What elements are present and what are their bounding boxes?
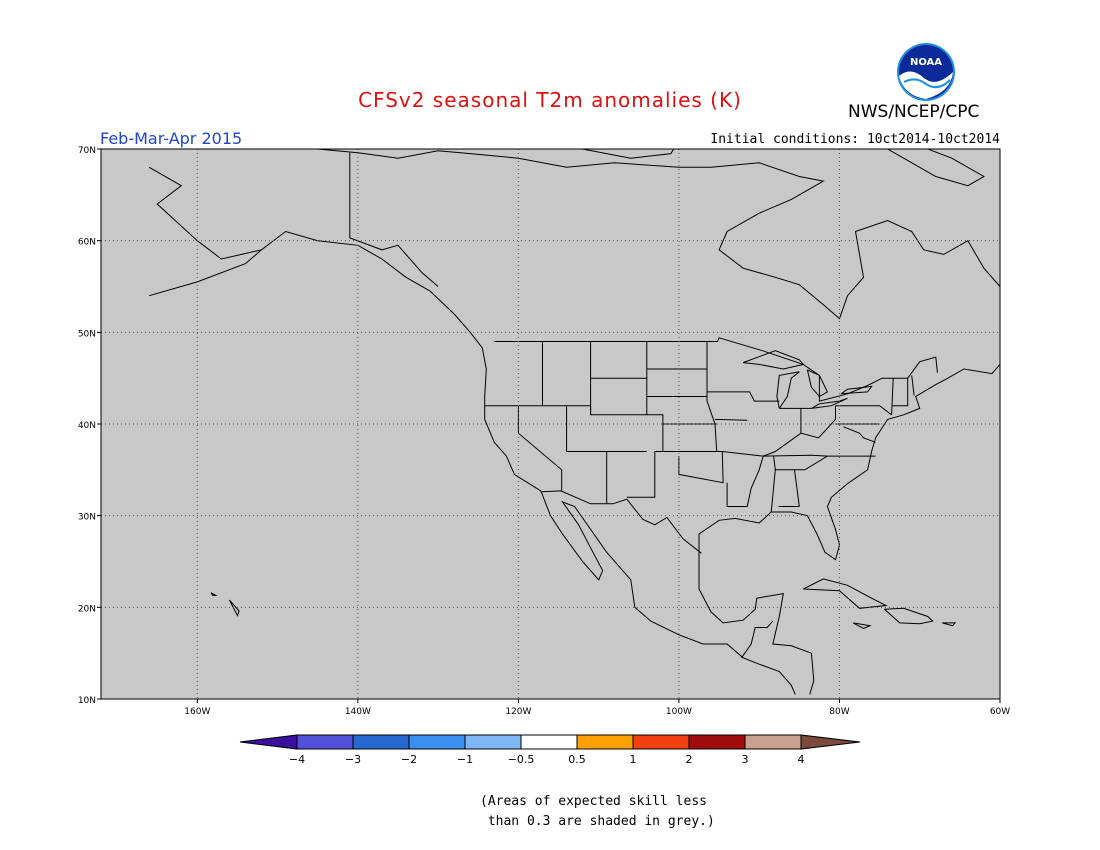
- colorbar-swatch: [296, 734, 354, 750]
- latitude-label: 10N: [78, 696, 96, 706]
- coast-line: [741, 620, 774, 659]
- colorbar-swatch: [688, 734, 746, 750]
- latitude-label: 70N: [78, 146, 96, 156]
- initial-conditions: Initial conditions: 10ct2014-10ct2014: [710, 132, 1000, 147]
- colorbar-swatch: [576, 734, 634, 750]
- colorbar-arrow-right: [800, 734, 861, 750]
- colorbar-swatch: [352, 734, 410, 750]
- coast-line: [776, 371, 800, 409]
- latitude-labels: 70N 60N 50N 40N 30N 20N 10N: [78, 146, 101, 706]
- footnote: (Areas of expected skill less than 0.3 a…: [480, 794, 715, 829]
- coast-line: [349, 152, 439, 287]
- colorbar-swatch: [744, 734, 802, 750]
- colorbar-label: −3: [345, 753, 361, 766]
- longitude-label: 120W: [505, 707, 531, 717]
- longitude-label: 160W: [184, 707, 210, 717]
- coast-line: [662, 451, 724, 484]
- colorbar-label: −4: [289, 753, 305, 766]
- logo-text: NOAA: [910, 57, 942, 68]
- coast-line: [891, 378, 909, 407]
- coast-line: [763, 454, 828, 457]
- coast-line: [803, 578, 888, 609]
- colorbar-swatch: [520, 734, 578, 750]
- colorbar-swatch: [632, 734, 690, 750]
- coast-line: [181, 149, 825, 251]
- colorbar-arrow-left: [239, 734, 298, 750]
- coast-line: [775, 455, 876, 471]
- coast-line: [566, 405, 608, 504]
- colorbar-label: 0.5: [568, 753, 586, 766]
- colorbar: −4 −3 −2 −1 −0.5 0.5 1 2 3 4: [239, 734, 861, 766]
- longitude-label: 60W: [990, 707, 1010, 717]
- longitude-label: 140W: [345, 707, 371, 717]
- coast-line: [800, 407, 812, 434]
- coast-line: [698, 552, 815, 695]
- chart-title: CFSv2 seasonal T2m anomalies (K): [358, 88, 742, 112]
- coast-line: [707, 391, 780, 402]
- colorbar-label: 3: [742, 753, 749, 766]
- noaa-logo: NOAA: [896, 42, 956, 102]
- coast-line: [540, 490, 796, 695]
- coast-line: [706, 341, 718, 452]
- coast-line: [494, 337, 938, 402]
- coast-line: [886, 149, 985, 187]
- colorbar-label: 1: [630, 753, 637, 766]
- coast-line: [718, 219, 1000, 320]
- colorbar-label: 2: [686, 753, 693, 766]
- coast-line: [891, 378, 894, 415]
- coast-line: [942, 622, 957, 627]
- forecast-period: Feb-Mar-Apr 2015: [100, 129, 243, 148]
- latitude-label: 40N: [78, 421, 96, 431]
- coast-line: [210, 592, 218, 596]
- coast-line: [843, 426, 876, 443]
- coast-line: [840, 385, 873, 395]
- colorbar-swatch: [408, 734, 466, 750]
- coast-line: [714, 418, 748, 421]
- longitude-label: 80W: [829, 707, 849, 717]
- coast-line: [763, 405, 836, 457]
- longitude-label: 100W: [666, 707, 692, 717]
- colorbar-label: −2: [401, 753, 417, 766]
- latitude-label: 20N: [78, 604, 96, 614]
- coast-line: [835, 405, 892, 416]
- coast-line: [541, 490, 702, 554]
- colorbar-swatch: [464, 734, 522, 750]
- coast-line: [811, 397, 848, 409]
- colorbar-label: 4: [798, 753, 805, 766]
- coast-line: [884, 607, 934, 625]
- coast-line: [590, 377, 648, 415]
- latitude-label: 50N: [78, 329, 96, 339]
- organization-label: NWS/NCEP/CPC: [848, 102, 980, 122]
- coast-line: [770, 456, 776, 513]
- coast-line: [581, 149, 675, 159]
- coast-line: [852, 622, 872, 629]
- colorbar-label: −0.5: [508, 753, 535, 766]
- coast-line: [911, 375, 915, 396]
- coast-line: [429, 290, 542, 492]
- latitude-label: 30N: [78, 513, 96, 523]
- coast-line: [149, 249, 262, 297]
- coast-line: [698, 364, 1000, 561]
- colorbar-label: −1: [457, 753, 473, 766]
- latitude-label: 60N: [78, 238, 96, 248]
- coast-line: [794, 469, 800, 507]
- longitude-labels: 160W 140W 120W 100W 80W 60W: [184, 699, 1010, 717]
